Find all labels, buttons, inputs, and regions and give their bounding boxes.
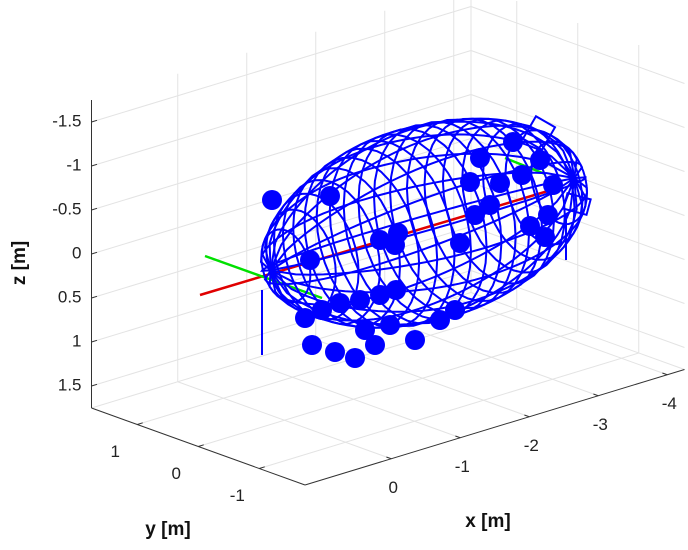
z-tick-label: 0.5 <box>58 287 82 306</box>
thruster <box>512 165 532 185</box>
thruster <box>345 348 365 368</box>
box-edge <box>470 292 685 370</box>
thruster <box>520 216 540 236</box>
z-tick-label: 0 <box>72 243 81 262</box>
x-tick-label: -4 <box>662 394 677 413</box>
thruster <box>538 205 558 225</box>
hull-meridian <box>269 117 576 271</box>
thruster <box>380 315 400 335</box>
hull-meridian <box>268 120 576 271</box>
z-tick <box>91 295 98 299</box>
y-tick-label: 0 <box>172 464 181 483</box>
grid-line <box>198 330 578 447</box>
hull-meridian <box>263 133 575 271</box>
thruster <box>490 173 510 193</box>
z-tick <box>91 339 98 343</box>
thruster <box>320 186 340 206</box>
thruster <box>302 335 322 355</box>
thruster <box>388 223 408 243</box>
fins <box>261 114 592 355</box>
z-tick-label: -1 <box>66 155 81 174</box>
thruster <box>355 320 375 340</box>
z-tick-label: 1.5 <box>58 375 82 394</box>
labels: x [m] y [m] z [m] <box>9 241 511 540</box>
hull-meridian <box>260 177 575 272</box>
thruster <box>405 330 425 350</box>
grid-line <box>259 352 639 469</box>
y-tick-label: -1 <box>230 486 245 505</box>
hull-meridian <box>269 140 578 272</box>
x-tick-label: -2 <box>524 436 539 455</box>
x-tick <box>662 372 668 376</box>
thruster <box>450 233 470 253</box>
thruster <box>430 310 450 330</box>
thruster <box>312 300 332 320</box>
grid-line <box>137 308 517 425</box>
thruster <box>470 148 490 168</box>
airship-model <box>199 114 592 368</box>
x-tick <box>524 414 530 418</box>
grid-line <box>91 50 472 167</box>
thruster <box>262 190 282 210</box>
y-axis-label: y [m] <box>145 519 190 540</box>
y-tick <box>198 444 204 447</box>
thruster <box>295 308 315 328</box>
thruster <box>370 285 390 305</box>
y-tick <box>259 466 265 469</box>
axis-line <box>304 369 685 486</box>
z-tick-label: -0.5 <box>52 199 81 218</box>
thruster <box>460 172 480 192</box>
x-axis-label: x [m] <box>465 511 510 532</box>
thruster <box>445 300 465 320</box>
axis-line <box>91 407 306 486</box>
axes: 0 -1 -2 -3 -4 1 0 -1 -1.5 -1 -0.5 0 0.5 1 1.5 <box>52 100 685 505</box>
thruster <box>530 150 550 170</box>
grid-line <box>470 50 685 128</box>
z-tick <box>91 207 98 211</box>
thruster <box>365 335 385 355</box>
thruster <box>350 290 370 310</box>
thruster <box>465 205 485 225</box>
x-tick-label: -3 <box>593 415 608 434</box>
grid-line <box>91 270 472 387</box>
thruster <box>535 227 555 247</box>
y-tick-label: 1 <box>111 442 120 461</box>
z-tick <box>91 119 98 123</box>
x-tick <box>455 435 461 439</box>
thruster <box>330 293 350 313</box>
thruster <box>503 132 523 152</box>
grid-line <box>470 94 685 172</box>
thruster <box>386 280 406 300</box>
body-y-axis <box>204 254 323 300</box>
z-tick-label: -1.5 <box>52 111 81 130</box>
x-tick <box>386 456 392 460</box>
z-tick <box>91 383 98 387</box>
z-tick <box>91 163 98 167</box>
thruster <box>543 175 563 195</box>
z-tick-label: 1 <box>72 331 81 350</box>
y-tick <box>137 422 143 425</box>
grid-line <box>470 6 685 84</box>
thruster <box>325 342 345 362</box>
thruster <box>300 250 320 270</box>
grid-line <box>91 6 472 123</box>
x-tick-label: -1 <box>455 457 470 476</box>
thruster <box>480 195 500 215</box>
grid-line <box>91 94 472 211</box>
z-axis-label: z [m] <box>9 241 30 285</box>
thrusters <box>262 132 563 368</box>
z-tick <box>91 251 98 255</box>
x-tick <box>593 393 599 397</box>
x-tick-label: 0 <box>389 478 398 497</box>
